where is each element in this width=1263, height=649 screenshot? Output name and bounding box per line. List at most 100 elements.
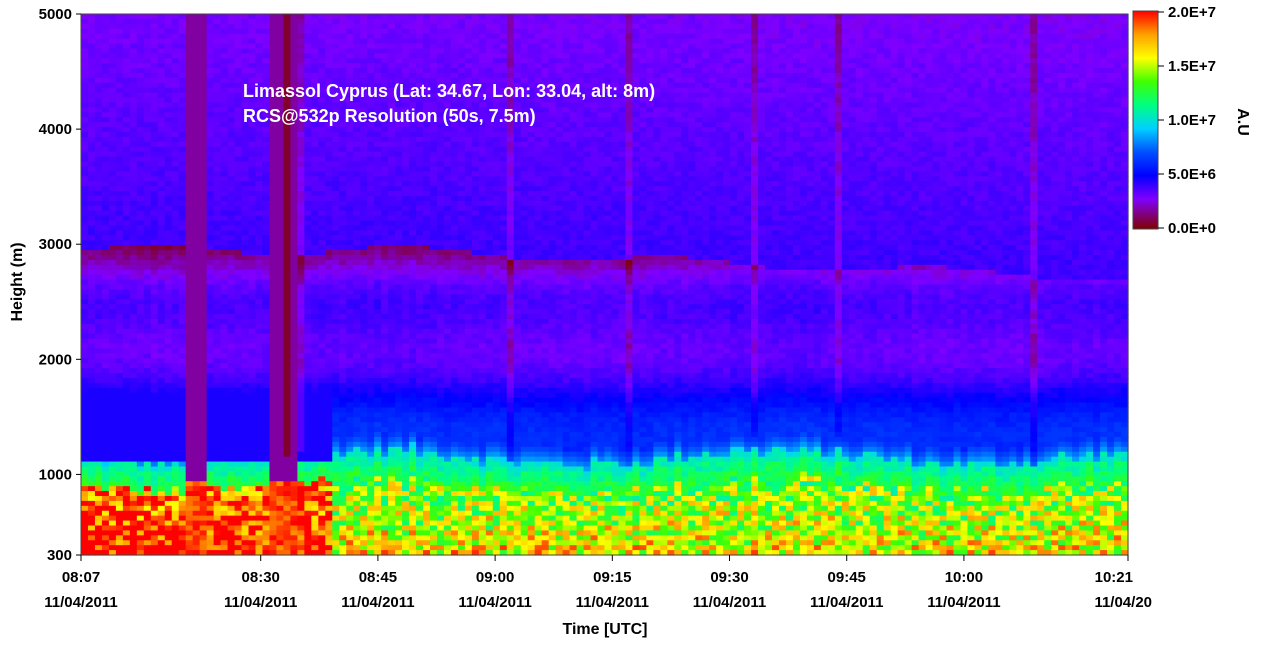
heatmap-cell (235, 112, 243, 118)
heatmap-cell (186, 442, 194, 448)
heatmap-cell (186, 78, 194, 84)
heatmap-cell (116, 68, 124, 74)
heatmap-cell (346, 191, 354, 197)
heatmap-cell (353, 260, 361, 266)
heatmap-cell (116, 516, 124, 522)
heatmap-cell (262, 462, 270, 468)
heatmap-cell (137, 324, 145, 330)
heatmap-cell (339, 466, 347, 472)
heatmap-cell (235, 235, 243, 241)
heatmap-cell (249, 511, 257, 517)
heatmap-cell (228, 132, 236, 138)
heatmap-cell (269, 373, 277, 379)
heatmap-cell (311, 437, 319, 443)
heatmap-cell (353, 201, 361, 207)
heatmap-cell (116, 403, 124, 409)
heatmap-cell (381, 442, 389, 448)
heatmap-cell (200, 29, 208, 35)
heatmap-cell (151, 481, 159, 487)
heatmap-cell (186, 294, 194, 300)
heatmap-cell (346, 196, 354, 202)
heatmap-cell (297, 142, 305, 148)
heatmap-cell (158, 353, 166, 359)
heatmap-cell (130, 250, 138, 256)
heatmap-cell (290, 422, 298, 428)
heatmap-cell (137, 348, 145, 354)
heatmap-cell (290, 452, 298, 458)
heatmap-cell (123, 437, 131, 443)
heatmap-cell (179, 486, 187, 492)
heatmap-cell (242, 314, 250, 320)
heatmap-cell (283, 162, 291, 168)
heatmap-cell (318, 466, 326, 472)
heatmap-cell (88, 117, 96, 123)
heatmap-cell (214, 447, 222, 453)
heatmap-cell (242, 196, 250, 202)
heatmap-cell (367, 29, 375, 35)
heatmap-cell (353, 142, 361, 148)
heatmap-cell (151, 186, 159, 192)
heatmap-cell (186, 211, 194, 217)
heatmap-cell (346, 285, 354, 291)
heatmap-cell (353, 344, 361, 350)
heatmap-cell (311, 427, 319, 433)
heatmap-cell (304, 393, 312, 399)
heatmap-cell (109, 186, 117, 192)
heatmap-cell (388, 294, 396, 300)
heatmap-cell (249, 68, 257, 74)
heatmap-cell (283, 447, 291, 453)
heatmap-cell (179, 255, 187, 261)
heatmap-cell (297, 516, 305, 522)
heatmap-cell (102, 324, 110, 330)
heatmap-cell (221, 117, 229, 123)
heatmap-cell (242, 398, 250, 404)
heatmap-cell (262, 171, 270, 177)
heatmap-cell (214, 294, 222, 300)
heatmap-cell (311, 137, 319, 143)
heatmap-cell (207, 398, 215, 404)
heatmap-cell (276, 19, 284, 25)
heatmap-cell (165, 501, 173, 507)
heatmap-cell (318, 299, 326, 305)
heatmap-cell (269, 403, 277, 409)
heatmap-cell (311, 486, 319, 492)
heatmap-cell (249, 132, 257, 138)
heatmap-cell (242, 127, 250, 133)
heatmap-cell (81, 14, 89, 20)
heatmap-cell (332, 157, 340, 163)
heatmap-cell (179, 171, 187, 177)
heatmap-cell (290, 378, 298, 384)
heatmap-cell (367, 225, 375, 231)
heatmap-cell (186, 403, 194, 409)
heatmap-cell (88, 230, 96, 236)
heatmap-cell (235, 127, 243, 133)
heatmap-cell (249, 58, 257, 64)
heatmap-cell (360, 462, 368, 468)
heatmap-cell (290, 486, 298, 492)
heatmap-cell (144, 452, 152, 458)
heatmap-cell (283, 157, 291, 163)
heatmap-cell (283, 127, 291, 133)
heatmap-cell (242, 427, 250, 433)
heatmap-cell (388, 530, 396, 536)
heatmap-cell (339, 393, 347, 399)
heatmap-cell (388, 191, 396, 197)
heatmap-cell (297, 235, 305, 241)
heatmap-cell (81, 152, 89, 158)
heatmap-cell (158, 319, 166, 325)
heatmap-cell (235, 437, 243, 443)
heatmap-cell (318, 388, 326, 394)
heatmap-cell (151, 545, 159, 551)
heatmap-cell (95, 166, 103, 172)
heatmap-cell (88, 280, 96, 286)
heatmap-cell (249, 447, 257, 453)
heatmap-cell (374, 388, 382, 394)
heatmap-cell (200, 53, 208, 59)
heatmap-cell (346, 260, 354, 266)
heatmap-cell (360, 339, 368, 345)
heatmap-cell (144, 506, 152, 512)
heatmap-cell (332, 417, 340, 423)
heatmap-cell (346, 137, 354, 143)
heatmap-cell (158, 14, 166, 20)
heatmap-cell (367, 452, 375, 458)
